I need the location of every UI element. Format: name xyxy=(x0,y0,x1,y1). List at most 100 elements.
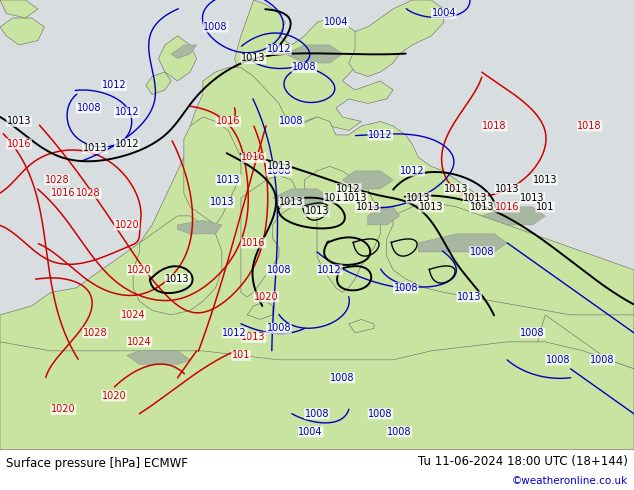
Text: 1013: 1013 xyxy=(165,274,190,284)
Text: 1008: 1008 xyxy=(292,62,316,73)
Text: 1008: 1008 xyxy=(204,22,228,32)
Text: 1012: 1012 xyxy=(115,139,139,149)
Text: 1008: 1008 xyxy=(267,166,291,176)
Polygon shape xyxy=(418,234,507,252)
Text: 1008: 1008 xyxy=(280,117,304,126)
Text: 1013: 1013 xyxy=(7,117,31,126)
Text: 1016: 1016 xyxy=(242,152,266,163)
Text: 1013: 1013 xyxy=(444,184,469,194)
Polygon shape xyxy=(254,243,266,256)
Text: 1012: 1012 xyxy=(223,328,247,338)
Text: 1013: 1013 xyxy=(356,202,380,212)
Text: 1018: 1018 xyxy=(482,121,507,131)
Text: 1020: 1020 xyxy=(102,391,126,401)
Text: 1008: 1008 xyxy=(521,328,545,338)
Text: 1020: 1020 xyxy=(115,220,139,230)
Polygon shape xyxy=(235,0,393,130)
Text: 1013: 1013 xyxy=(470,202,494,212)
Polygon shape xyxy=(533,315,634,450)
Text: 1008: 1008 xyxy=(590,355,614,365)
Polygon shape xyxy=(273,189,330,207)
Text: 1013: 1013 xyxy=(521,193,545,203)
Polygon shape xyxy=(0,18,44,45)
Text: 1008: 1008 xyxy=(394,283,418,293)
Polygon shape xyxy=(387,202,634,315)
Polygon shape xyxy=(285,45,342,63)
Text: 1008: 1008 xyxy=(387,427,411,437)
Text: 1013: 1013 xyxy=(343,193,367,203)
Text: 1004: 1004 xyxy=(299,427,323,437)
Text: 1013: 1013 xyxy=(210,197,234,207)
Polygon shape xyxy=(342,171,393,189)
Polygon shape xyxy=(0,450,634,490)
Text: 1013: 1013 xyxy=(406,193,430,203)
Polygon shape xyxy=(456,283,476,293)
Text: 1013: 1013 xyxy=(463,193,488,203)
Text: 1008: 1008 xyxy=(267,265,291,275)
Text: 1020: 1020 xyxy=(254,292,278,302)
Text: 1024: 1024 xyxy=(121,310,145,320)
Text: 1013: 1013 xyxy=(242,332,266,343)
Polygon shape xyxy=(241,175,298,297)
Text: 1012: 1012 xyxy=(267,45,291,54)
Text: 1013: 1013 xyxy=(457,292,481,302)
Text: 1028: 1028 xyxy=(83,328,107,338)
Text: 1008: 1008 xyxy=(546,355,570,365)
Text: 1016: 1016 xyxy=(495,202,519,212)
Polygon shape xyxy=(0,342,634,450)
Text: 1012: 1012 xyxy=(102,80,126,91)
Polygon shape xyxy=(0,0,38,18)
Text: 1012: 1012 xyxy=(115,107,139,118)
Text: 1012: 1012 xyxy=(337,184,361,194)
Polygon shape xyxy=(178,220,222,234)
Text: 1004: 1004 xyxy=(432,8,456,19)
Polygon shape xyxy=(304,167,380,293)
Text: 1012: 1012 xyxy=(400,166,424,176)
Text: 1013: 1013 xyxy=(495,184,519,194)
Text: 1008: 1008 xyxy=(77,103,101,113)
Polygon shape xyxy=(171,45,197,58)
Text: 1028: 1028 xyxy=(77,189,101,198)
Text: 1008: 1008 xyxy=(305,409,329,419)
Polygon shape xyxy=(349,0,444,76)
Polygon shape xyxy=(133,216,222,315)
Polygon shape xyxy=(0,68,634,450)
Text: 1008: 1008 xyxy=(368,409,392,419)
Text: 1012: 1012 xyxy=(368,130,392,140)
Text: 1013: 1013 xyxy=(419,202,443,212)
Text: 1004: 1004 xyxy=(324,18,348,27)
Text: Surface pressure [hPa] ECMWF: Surface pressure [hPa] ECMWF xyxy=(6,457,188,470)
Text: 1013: 1013 xyxy=(83,144,107,153)
Text: 1016: 1016 xyxy=(216,117,240,126)
Text: 1008: 1008 xyxy=(267,323,291,333)
Text: 1018: 1018 xyxy=(578,121,602,131)
Text: 1020: 1020 xyxy=(51,404,75,415)
Text: 1016: 1016 xyxy=(242,238,266,248)
Text: 1013: 1013 xyxy=(280,197,304,207)
Text: 1013: 1013 xyxy=(324,193,348,203)
Polygon shape xyxy=(368,207,399,225)
Text: 1016: 1016 xyxy=(51,189,75,198)
Text: 1013: 1013 xyxy=(267,161,291,172)
Polygon shape xyxy=(184,117,241,225)
Text: 1013: 1013 xyxy=(305,206,329,217)
Polygon shape xyxy=(146,72,171,95)
Text: 1028: 1028 xyxy=(45,175,69,185)
Text: 101: 101 xyxy=(536,202,554,212)
Text: 1013: 1013 xyxy=(533,175,557,185)
Text: 1013: 1013 xyxy=(242,53,266,64)
Text: 1024: 1024 xyxy=(127,337,152,347)
Polygon shape xyxy=(482,207,545,225)
Polygon shape xyxy=(254,261,266,274)
Text: 101: 101 xyxy=(232,350,250,360)
Polygon shape xyxy=(247,301,273,319)
Polygon shape xyxy=(127,351,190,365)
Text: 1008: 1008 xyxy=(470,247,494,257)
Text: 1008: 1008 xyxy=(330,373,354,383)
Text: ©weatheronline.co.uk: ©weatheronline.co.uk xyxy=(512,476,628,486)
Polygon shape xyxy=(349,319,374,333)
Text: 1020: 1020 xyxy=(127,265,152,275)
Text: Tu 11-06-2024 18:00 UTC (18+144): Tu 11-06-2024 18:00 UTC (18+144) xyxy=(418,455,628,468)
Text: 1013: 1013 xyxy=(216,175,240,185)
Polygon shape xyxy=(158,36,197,81)
